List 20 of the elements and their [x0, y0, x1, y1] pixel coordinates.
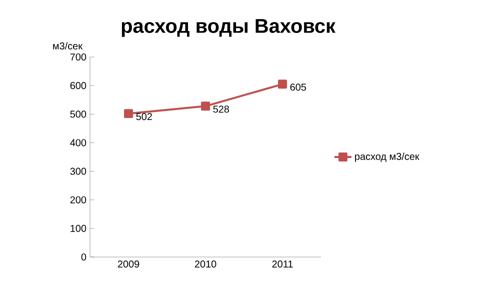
data-label: 528 [213, 106, 230, 113]
point [278, 80, 287, 89]
point [201, 102, 210, 111]
chart-title: расход воды Ваховск [122, 19, 336, 37]
x-tick-label: 2009 [118, 260, 140, 268]
y-tick-label: 0 [81, 253, 86, 261]
legend-label: расход м3/сек [355, 152, 420, 162]
y-tick-label: 100 [70, 224, 86, 232]
data-label: 502 [136, 113, 152, 120]
y-tick-label: 500 [70, 110, 86, 118]
y-tick-label: 200 [70, 196, 86, 204]
data-label: 605 [290, 84, 306, 91]
x-tick-label: 2011 [272, 260, 293, 268]
y-tick-label: 600 [70, 82, 86, 90]
y-tick-label: 300 [70, 168, 86, 175]
y-tick-label: 400 [70, 139, 86, 146]
x-tick-label: 2010 [194, 260, 216, 268]
y-axis-title: м3/сек [53, 42, 83, 50]
point [124, 109, 133, 118]
y-tick-label: 700 [70, 53, 86, 61]
